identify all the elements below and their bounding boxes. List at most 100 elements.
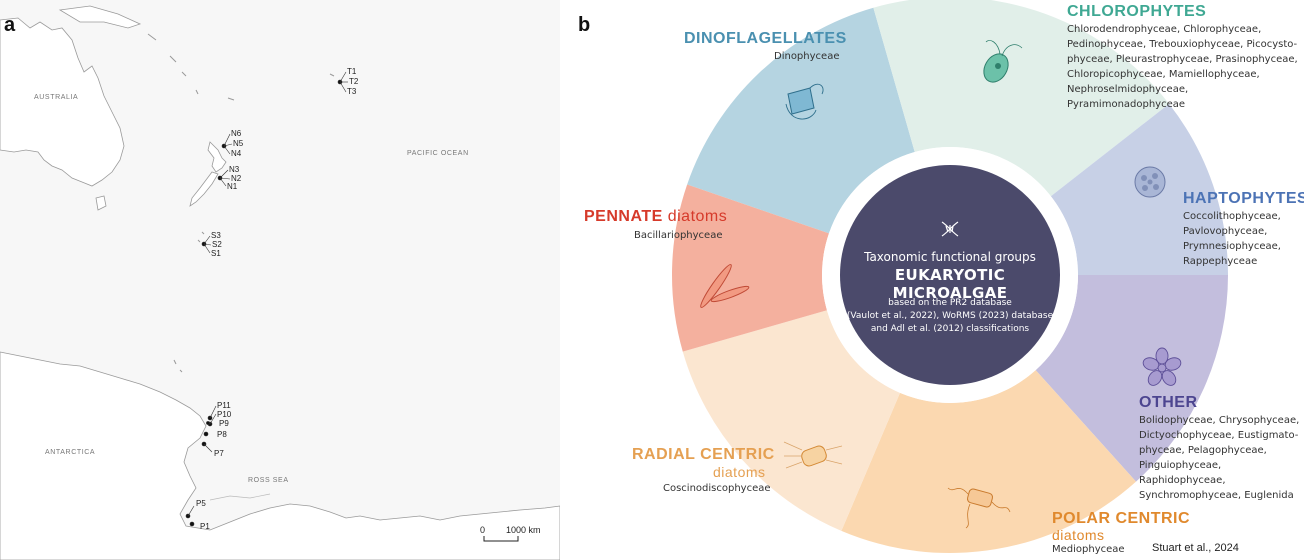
map-canvas [0,0,560,560]
site-label-n3: N3 [229,165,240,174]
haptophytes-classes: Coccolithophyceae, Pavlovophyceae, Prymn… [1183,209,1281,269]
radial-centric-diatom-icon [783,441,843,469]
pennate-classes: Bacillariophyceae [634,230,723,241]
ross-sea-shelf [209,493,271,501]
chlorophytes-line: phyceae, Pleurastrophyceae, Prasinophyce… [1067,54,1298,65]
pennate-title: PENNATE diatoms [584,208,727,226]
leader-p5 [187,505,195,517]
chlorophytes-title: CHLOROPHYTES [1067,3,1207,20]
site-label-p5: P5 [196,499,206,508]
center-subtitle-line2: (Vaulot et al., 2022), WoRMS (2023) data… [846,311,1054,321]
label-australia: AUSTRALIA [34,94,79,101]
chlorophytes-line: Chlorodendrophyceae, Chlorophyceae, [1067,24,1262,35]
leader-s1 [203,243,211,254]
leader-n2 [219,177,231,180]
site-p8 [203,431,209,437]
map-panel: a AUSTRALIA PACIFIC OCEAN ANTARCTICA ROS… [0,0,560,560]
leader-n4 [223,145,231,155]
haptophytes-title: HAPTOPHYTES [1183,190,1304,207]
site-label-t1: T1 [347,67,357,76]
site-label-t3: T3 [347,87,357,96]
chlorophyte-icon [983,40,1023,83]
leader-s3 [203,235,211,245]
label-antarctica: ANTARCTICA [45,449,96,456]
site-label-p10: P10 [217,410,232,419]
leader-n1 [219,177,227,187]
dna-icon [941,221,959,237]
wheel-panel: b Taxonomic functional groups EUKARYOTIC… [570,0,1304,560]
segment-dinoflagellates [687,7,915,234]
chlorophytes-line: Pedinophyceae, Trebouxiophyceae, Picocys… [1067,39,1298,50]
leader-n3 [219,169,229,179]
label-ross-sea: ROSS SEA [248,477,289,484]
label-pacific-ocean: PACIFIC OCEAN [407,150,469,157]
radial-centric-suffix: diatoms [713,464,766,480]
site-label-n4: N4 [231,149,242,158]
chlorophytes-line: Chloropicophyceae, Mamiellophyceae, [1067,69,1260,80]
polar-centric-diatom-icon [947,487,1011,529]
chlorophytes-line: Nephroselmidophyceae, Pyramimonadophycea… [1067,84,1189,110]
site-markers [185,71,348,527]
leader-t3 [339,81,347,93]
site-label-p1: P1 [200,522,210,531]
segment-chlorophytes [873,0,1170,197]
polar-centric-title: POLAR CENTRIC [1052,510,1191,527]
australia-coastline [0,17,125,187]
site-p1 [189,521,195,527]
site-label-n2: N2 [231,174,242,183]
polar-centric-classes: Mediophyceae [1052,544,1125,555]
haptophyte-icon [1134,166,1166,198]
other-line: Synchromophyceae, Euglenida [1139,490,1294,501]
center-disc [840,165,1060,385]
dinoflagellates-title: DINOFLAGELLATES [684,30,847,47]
site-label-s1: S1 [211,249,221,258]
other-line: Dictyochophyceae, Eustigmato- [1139,430,1299,441]
site-label-p7: P7 [214,449,224,458]
site-label-p11: P11 [217,401,231,410]
site-label-t2: T2 [349,77,359,86]
radial-centric-title: RADIAL CENTRIC [632,446,775,463]
other-title: OTHER [1139,394,1198,411]
site-label-n1: N1 [227,182,238,191]
leader-t1 [339,71,347,83]
nz-north-island [207,141,227,173]
segment-pennate [672,184,829,352]
pennate-title-main: PENNATE [584,208,663,225]
site-p9 [206,421,210,425]
segment-radial-centric [682,310,900,531]
dinoflagellate-icon [785,83,824,120]
site-label-p9: P9 [219,419,229,428]
site-label-s2: S2 [212,240,222,249]
subantarctic-islands [173,231,205,373]
haptophytes-line: Rappephyceae [1183,256,1258,267]
pacific-islands [147,33,335,101]
other-line: Bolidophyceae, Chrysophyceae, [1139,415,1300,426]
other-line: Pinguiophyceae, Raphidophyceae, [1139,460,1226,486]
site-label-n5: N5 [233,139,244,148]
leader-n6 [223,133,231,147]
radial-centric-classes: Coscinodiscophyceae [663,483,771,494]
site-label-s3: S3 [211,231,221,240]
segment-polar-centric [841,370,1137,554]
site-label-n6: N6 [231,129,242,138]
dinoflagellates-classes: Dinophyceae [774,51,840,62]
center-subtitle-line1: based on the PR2 database [888,298,1012,308]
leader-p11 [209,405,217,419]
other-line: phyceae, Pelagophyceae, [1139,445,1267,456]
center-title-line2: EUKARYOTIC MICROALGAE [892,266,1008,302]
wheel-canvas [672,0,1228,554]
haptophytes-line: Pavlovophyceae, [1183,226,1268,237]
credit-text: Stuart et al., 2024 [1152,542,1239,554]
other-classes: Bolidophyceae, Chrysophyceae, Dictyochop… [1139,413,1304,503]
site-label-p8: P8 [217,430,227,439]
leader-p10 [209,413,217,425]
haptophytes-line: Coccolithophyceae, [1183,211,1281,222]
new-guinea-coastline [58,5,142,29]
pennate-title-suffix: diatoms [662,208,728,225]
leader-n5 [223,143,233,147]
scale-label-zero: 0 [480,525,486,535]
tasmania-coastline [95,195,107,211]
segment-other [1035,275,1228,482]
polar-centric-suffix: diatoms [1052,527,1105,543]
leader-s2 [203,243,212,246]
